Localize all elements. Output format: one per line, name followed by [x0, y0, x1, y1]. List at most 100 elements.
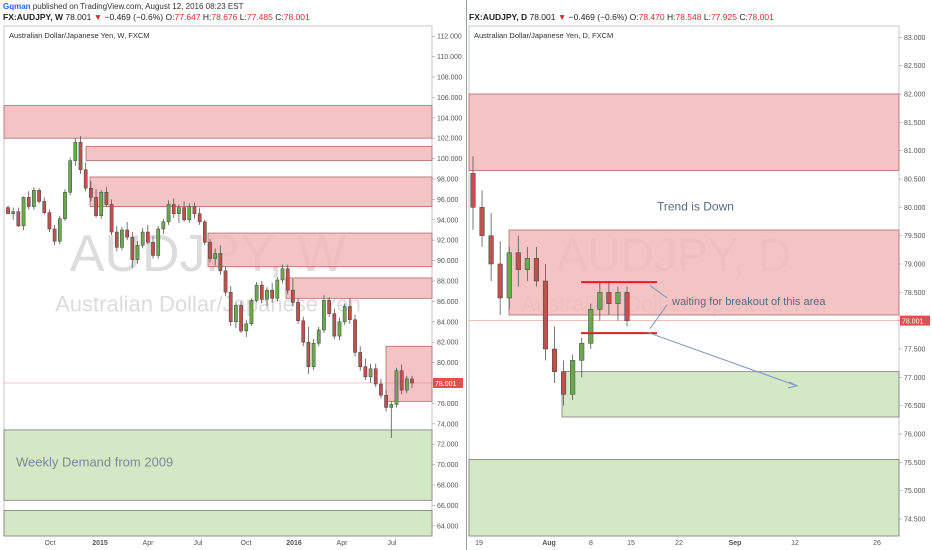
candle-body	[488, 235, 494, 265]
supply-zone	[508, 229, 900, 316]
candle-body	[551, 348, 558, 372]
y-tick-label: 80.000	[904, 205, 926, 212]
y-tick-label: 74.000	[437, 421, 459, 428]
y-tick-label: 102.000	[437, 136, 462, 143]
candle-body	[130, 236, 135, 260]
left-o-label: O:	[165, 12, 175, 22]
candle-body	[624, 292, 630, 321]
daily-chart[interactable]: AUDJPY, DAustralian Dollar/Japanese Yen8…	[467, 24, 932, 550]
trend-annotation: Trend is Down	[657, 199, 734, 213]
candle-body	[515, 252, 521, 270]
y-tick-label: 108.000	[437, 75, 462, 82]
y-tick-label: 94.000	[437, 217, 459, 224]
left-l-label: L:	[239, 12, 247, 22]
candle-body	[316, 329, 321, 344]
y-tick-label: 104.000	[437, 115, 462, 122]
candle-body	[78, 142, 83, 171]
demand-zone	[3, 429, 433, 501]
left-symbol: FX:AUDJPY, W	[3, 12, 63, 22]
breakout-annotation: waiting for breakout of this area	[671, 296, 826, 308]
x-tick-label: Jul	[194, 540, 203, 547]
demand-zone	[561, 371, 900, 418]
left-panel-header: FX:AUDJPY, W 78.001 ▼ −0.469 (−0.6%) O:7…	[3, 12, 310, 22]
candle-body	[285, 268, 290, 291]
candle-body	[524, 258, 530, 270]
candle-body	[249, 300, 254, 325]
x-tick-label: Aug	[542, 540, 556, 547]
candle-body	[89, 187, 93, 198]
supply-zone	[85, 145, 433, 162]
candle-body	[259, 284, 264, 300]
chart-subtitle: Australian Dollar/Japanese Yen, D, FXCM	[474, 31, 613, 40]
candle-body	[368, 368, 373, 378]
arrow-to-demand-zone	[646, 331, 798, 387]
candle-body	[156, 228, 161, 256]
candle-body	[73, 142, 78, 161]
y-tick-label: 80.000	[437, 360, 459, 367]
right-high: 78.548	[675, 12, 702, 22]
candle-body	[11, 211, 16, 214]
arrowhead	[787, 381, 799, 389]
candle-body	[94, 197, 98, 216]
candle-body	[192, 206, 197, 214]
candle-body	[104, 192, 109, 205]
y-tick-label: 72.000	[437, 442, 459, 449]
supply-zone	[89, 176, 433, 207]
candle-body	[479, 207, 485, 236]
candle-body	[47, 212, 52, 230]
y-tick-label: 80.500	[904, 177, 926, 184]
y-tick-label: 74.500	[904, 517, 926, 524]
candle-body	[363, 366, 368, 378]
candle-body	[145, 231, 150, 243]
candle-body	[301, 320, 306, 343]
candle-body	[373, 368, 378, 385]
candle-body	[213, 253, 218, 259]
last-price-tag	[433, 377, 463, 388]
right-o-label: O:	[629, 12, 639, 22]
candle-body	[270, 289, 275, 299]
left-last: 78.001	[65, 12, 92, 22]
candle-body	[21, 197, 26, 227]
candle-body	[542, 280, 549, 350]
left-high: 78.676	[211, 12, 238, 22]
y-tick-label: 81.500	[904, 120, 926, 127]
right-change: −0.469 (−0.6%)	[568, 12, 628, 22]
demand-zone	[3, 510, 433, 537]
y-tick-label: 77.000	[904, 375, 926, 382]
candle-body	[280, 268, 285, 281]
candle-body	[570, 360, 576, 395]
x-tick-label: 26	[873, 540, 881, 547]
candle-body	[177, 207, 181, 214]
candle-body	[182, 207, 186, 221]
candle-body	[561, 371, 567, 395]
y-tick-label: 84.000	[437, 319, 459, 326]
left-change: −0.469 (−0.6%)	[104, 12, 164, 22]
candle-body	[234, 305, 238, 323]
y-tick-label: 88.000	[437, 279, 459, 286]
weekly-chart[interactable]: AUDJPY, WAustralian Dollar/Japanese Yen1…	[0, 24, 466, 550]
candle-body	[597, 292, 603, 310]
candle-body	[197, 213, 202, 223]
candle-body	[332, 313, 337, 337]
candle-body	[42, 201, 47, 213]
candle-body	[6, 207, 10, 214]
candle-body	[384, 394, 388, 408]
candle-body	[588, 309, 594, 344]
supply-zone	[468, 93, 900, 171]
author-link[interactable]: Gqman	[3, 2, 31, 11]
right-close: 78.001	[747, 12, 774, 22]
candle-body	[109, 204, 114, 233]
candle-body	[171, 204, 176, 214]
candle-body	[579, 343, 585, 361]
y-tick-label: 68.000	[437, 483, 459, 490]
candle-body	[187, 206, 192, 221]
candle-body	[337, 321, 342, 337]
x-tick-label: Oct	[241, 540, 252, 547]
candle-body	[506, 252, 512, 299]
x-tick-label: Sep	[729, 540, 742, 547]
x-tick-label: 2015	[92, 540, 108, 547]
y-tick-label: 79.500	[904, 233, 926, 240]
y-tick-label: 75.500	[904, 460, 926, 467]
candle-body	[394, 370, 399, 405]
